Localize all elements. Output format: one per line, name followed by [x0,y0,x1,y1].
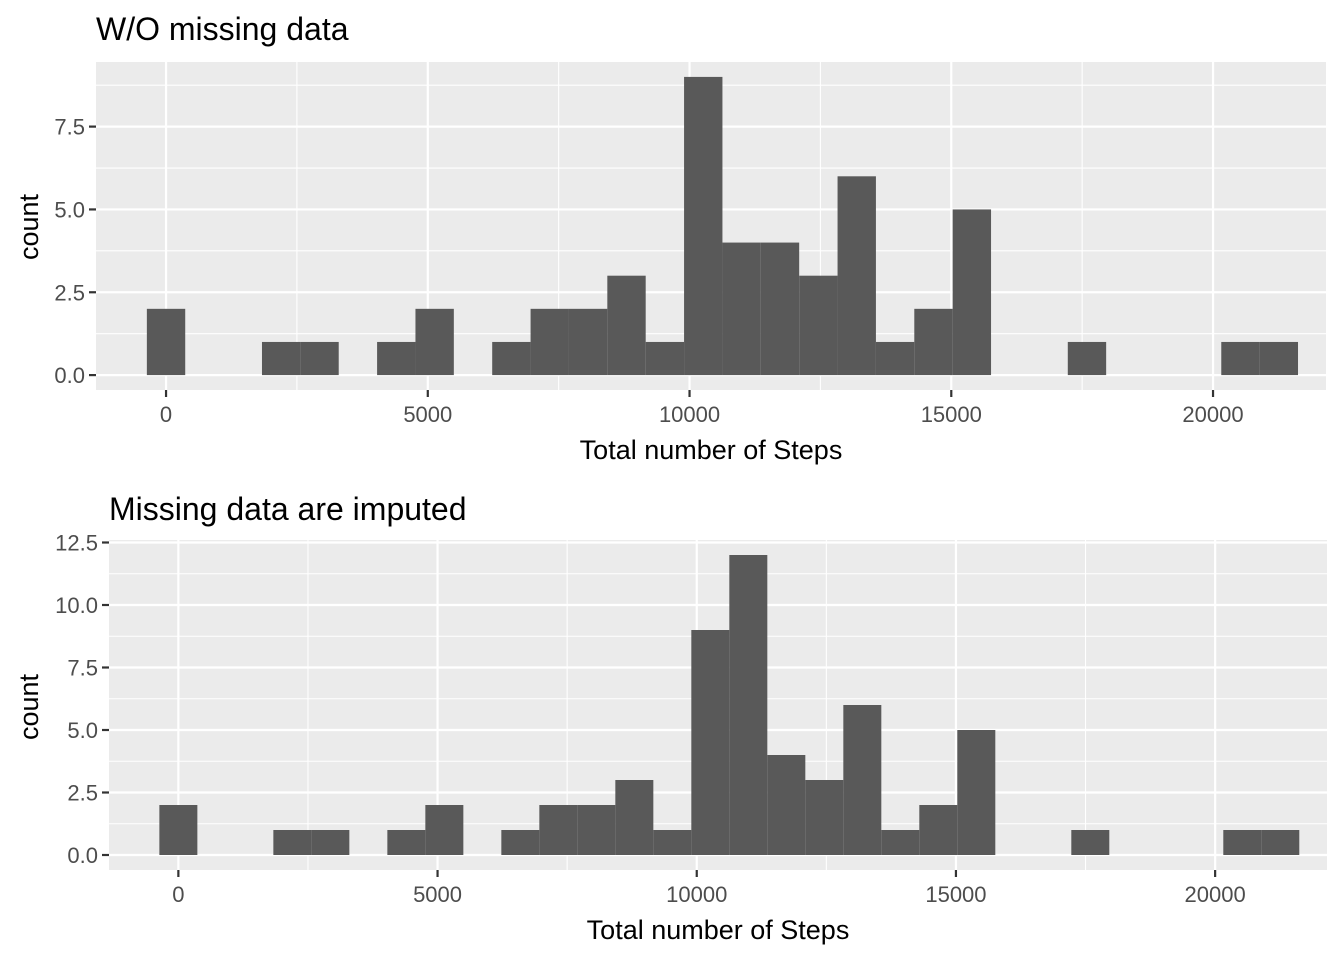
histogram-bar [501,830,540,855]
histogram-bar [146,308,186,376]
plot-title: Missing data are imputed [109,491,467,527]
histogram-bar [760,242,800,376]
y-axis-ticks: 0.0 2.5 5.0 7.5 10.0 12.5 [55,531,109,868]
histogram-bar [615,780,654,855]
y-tick-label: 7.5 [54,115,85,140]
histogram-bar [311,830,350,855]
histogram-bar [1259,341,1299,376]
y-tick-label: 5.0 [54,197,85,222]
histogram-bar [875,341,915,376]
y-tick-label: 10.0 [55,593,98,618]
histogram-bar [729,555,768,855]
x-axis-title: Total number of Steps [587,915,850,945]
histogram-bar [1221,341,1260,376]
histogram-bar [684,76,723,376]
histogram-bar [159,805,198,855]
y-axis-title: count [14,673,44,740]
x-tick-label: 20000 [1182,402,1243,427]
histogram-bar [952,209,992,376]
histogram-bar [300,341,339,376]
histogram-bar [767,755,806,855]
histogram-bar [1223,830,1262,855]
histogram-bar [577,805,616,855]
histogram-bar [881,830,920,855]
x-axis-title: Total number of Steps [580,435,843,465]
histogram-bar [691,630,730,855]
histogram-bar [805,780,844,855]
plot-title: W/O missing data [96,11,349,47]
y-tick-label: 0.0 [54,363,85,388]
x-tick-label: 15000 [921,402,982,427]
histogram-bar [492,341,531,376]
x-axis-ticks: 0 5000 10000 15000 20000 [160,390,1244,427]
y-tick-label: 2.5 [67,781,98,806]
histogram-bar [539,805,578,855]
histogram-bar [273,830,312,855]
x-tick-label: 5000 [413,882,462,907]
histogram-bar [645,341,685,376]
histogram-bar [837,176,876,376]
x-tick-label: 20000 [1185,882,1246,907]
x-axis-ticks: 0 5000 10000 15000 20000 [172,870,1246,907]
histogram-bar [957,730,996,855]
histogram-bar [914,308,953,376]
y-tick-label: 0.0 [67,843,98,868]
y-axis-title: count [14,193,44,260]
histogram-bar [415,308,454,376]
chart-missing-data-imputed: Missing data are imputed 0 5000 10000 15000… [14,491,1327,945]
x-tick-label: 5000 [403,402,452,427]
histogram-bar [425,805,464,855]
x-tick-label: 0 [172,882,184,907]
histogram-bar [722,242,761,376]
x-tick-label: 0 [160,402,172,427]
y-tick-label: 7.5 [67,656,98,681]
x-tick-label: 10000 [659,402,720,427]
y-tick-label: 12.5 [55,531,98,556]
histogram-bar [799,275,838,376]
y-tick-label: 5.0 [67,718,98,743]
x-tick-label: 10000 [666,882,727,907]
y-axis-ticks: 0.0 2.5 5.0 7.5 [54,115,96,388]
histogram-bar [1067,341,1107,376]
chart-without-missing-data: W/O missing data 0 5000 10000 15000 20000 0.… [14,11,1326,465]
histogram-bar [843,705,882,855]
bars [146,76,1299,376]
histogram-bar [607,275,646,376]
histogram-bar [530,308,569,376]
histogram-bar [568,308,608,376]
histogram-bar [919,805,958,855]
histogram-bar [653,830,692,855]
histogram-bar [377,341,416,376]
y-tick-label: 2.5 [54,280,85,305]
histogram-bar [1261,830,1300,855]
x-tick-label: 15000 [925,882,986,907]
histogram-bar [1071,830,1110,855]
histogram-bar [261,341,301,376]
histogram-bar [387,830,426,855]
bars [159,555,1300,855]
